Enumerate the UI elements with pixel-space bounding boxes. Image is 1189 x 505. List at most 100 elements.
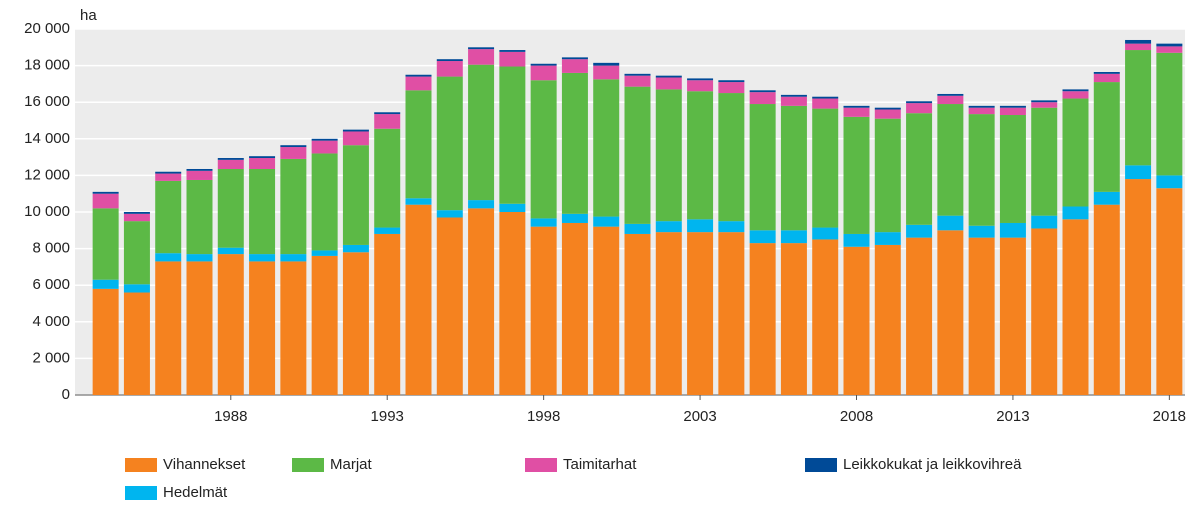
bar-segment — [186, 168, 213, 171]
bar-segment — [843, 105, 870, 108]
bar-segment — [718, 82, 745, 94]
x-tick-label: 1993 — [371, 408, 404, 425]
bar-segment — [123, 284, 150, 293]
bar-segment — [405, 204, 432, 395]
bar-segment — [624, 223, 651, 234]
bar-segment — [906, 237, 933, 395]
y-tick-label: 12 000 — [24, 166, 70, 183]
y-tick-label: 4 000 — [32, 313, 70, 330]
bar-segment — [874, 107, 901, 110]
bar-segment — [812, 96, 839, 99]
bar-segment — [1062, 219, 1089, 395]
bar-segment — [968, 114, 995, 226]
bar-segment — [280, 158, 307, 255]
bar-segment — [655, 221, 682, 233]
bar-segment — [999, 107, 1026, 116]
bar-segment — [530, 80, 557, 219]
bar-segment — [1156, 188, 1183, 395]
bar-segment — [468, 200, 495, 209]
bar-segment — [249, 261, 276, 395]
bar-segment — [217, 159, 244, 169]
bar-segment — [374, 112, 401, 115]
bar-segment — [906, 224, 933, 238]
legend-swatch — [525, 458, 557, 472]
bar-segment — [749, 92, 776, 105]
bar-segment — [906, 101, 933, 104]
y-tick-label: 20 000 — [24, 20, 70, 37]
bar-segment — [530, 65, 557, 81]
bar-segment — [123, 221, 150, 285]
bar-segment — [687, 91, 714, 220]
bar-segment — [1125, 50, 1152, 166]
y-unit-label: ha — [80, 7, 97, 24]
bar-segment — [812, 239, 839, 395]
bar-segment — [155, 261, 182, 395]
bar-segment — [1062, 206, 1089, 220]
bar-segment — [593, 79, 620, 217]
x-tick-label: 1988 — [214, 408, 247, 425]
bar-segment — [906, 103, 933, 114]
bar-segment — [1031, 100, 1058, 103]
bar-segment — [749, 243, 776, 395]
bar-segment — [311, 255, 338, 395]
x-tick-label: 1998 — [527, 408, 560, 425]
y-tick-label: 2 000 — [32, 349, 70, 366]
bar-segment — [342, 244, 369, 253]
bar-segment — [249, 158, 276, 169]
bar-segment — [593, 62, 620, 66]
x-tick-label: 2018 — [1153, 408, 1186, 425]
legend-label: Vihannekset — [163, 456, 246, 473]
bar-segment — [780, 96, 807, 106]
x-tick-label: 2008 — [840, 408, 873, 425]
bar-segment — [1062, 98, 1089, 207]
bar-segment — [405, 90, 432, 199]
bar-segment — [718, 221, 745, 233]
bar-segment — [749, 90, 776, 93]
bar-segment — [1156, 175, 1183, 189]
y-tick-label: 0 — [62, 386, 70, 403]
bar-segment — [311, 250, 338, 256]
bar-segment — [530, 63, 557, 66]
bar-segment — [249, 254, 276, 262]
bar-segment — [655, 89, 682, 222]
bar-segment — [593, 65, 620, 80]
bar-segment — [155, 173, 182, 181]
bar-segment — [593, 226, 620, 395]
bar-segment — [530, 218, 557, 227]
bar-segment — [968, 225, 995, 238]
bar-segment — [874, 109, 901, 119]
legend-label: Hedelmät — [163, 484, 228, 501]
y-tick-label: 8 000 — [32, 240, 70, 257]
bar-segment — [468, 208, 495, 395]
bar-segment — [937, 93, 964, 96]
bar-segment — [280, 261, 307, 395]
bar-segment — [687, 80, 714, 92]
bar-segment — [155, 253, 182, 262]
legend-label: Taimitarhat — [563, 456, 637, 473]
bar-segment — [436, 76, 463, 211]
bar-segment — [874, 118, 901, 233]
bar-segment — [780, 230, 807, 244]
bar-segment — [186, 261, 213, 395]
bar-segment — [812, 227, 839, 240]
bar-segment — [968, 107, 995, 115]
bar-segment — [1093, 82, 1120, 192]
bar-segment — [436, 210, 463, 218]
bar-segment — [718, 93, 745, 222]
bar-segment — [561, 59, 588, 73]
bar-segment — [280, 254, 307, 262]
x-tick-label: 2013 — [996, 408, 1029, 425]
bar-segment — [1093, 191, 1120, 205]
bar-segment — [374, 114, 401, 129]
legend-swatch — [125, 458, 157, 472]
bar-segment — [937, 230, 964, 395]
bar-segment — [499, 212, 526, 395]
bar-segment — [468, 47, 495, 50]
bar-segment — [843, 107, 870, 117]
bar-segment — [843, 246, 870, 395]
bar-segment — [780, 105, 807, 231]
bar-segment — [155, 180, 182, 254]
y-tick-label: 14 000 — [24, 130, 70, 147]
bar-segment — [655, 75, 682, 78]
